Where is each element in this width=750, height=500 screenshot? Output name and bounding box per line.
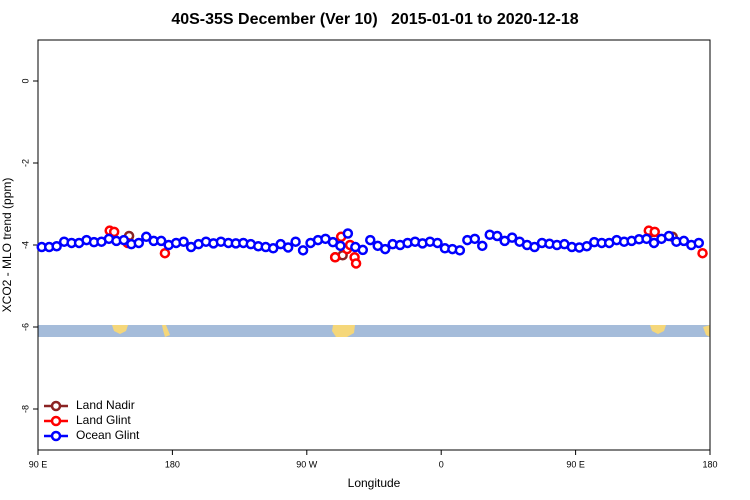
x-tick-label: 180 <box>702 459 717 469</box>
data-point <box>581 240 593 252</box>
data-point <box>641 233 652 245</box>
data-point <box>678 235 690 247</box>
x-tick-label: 180 <box>165 459 180 469</box>
data-point <box>282 242 294 253</box>
data-point <box>178 236 189 247</box>
data-point <box>506 232 518 243</box>
y-tick-label: -4 <box>20 241 30 249</box>
y-tick-label: -2 <box>20 159 30 167</box>
data-point <box>267 243 279 254</box>
data-point <box>365 234 376 246</box>
x-tick-label: 0 <box>439 459 444 469</box>
x-axis-label: Longitude <box>348 476 401 490</box>
legend-label: Land Nadir <box>76 398 135 412</box>
y-tick-label: -8 <box>20 405 30 413</box>
data-point <box>357 244 369 256</box>
data-point <box>118 234 130 246</box>
chart-title: 40S-35S December (Ver 10) 2015-01-01 to … <box>171 11 578 28</box>
data-point <box>469 233 481 245</box>
data-point <box>477 240 488 252</box>
legend-label: Land Glint <box>76 413 131 427</box>
data-point <box>432 237 443 249</box>
data-point <box>663 230 675 242</box>
data-point <box>290 236 301 247</box>
data-point <box>454 245 466 256</box>
x-tick-label: 90 E <box>566 459 585 469</box>
x-tick-label: 90 W <box>296 459 318 469</box>
data-point <box>141 231 152 243</box>
data-point <box>335 240 346 252</box>
data-point <box>350 258 362 269</box>
data-point <box>491 230 503 242</box>
legend-marker <box>50 400 62 412</box>
data-point <box>297 245 309 256</box>
data-point <box>648 237 660 249</box>
data-point <box>529 241 540 253</box>
data-point <box>693 237 705 249</box>
data-point <box>649 226 660 238</box>
data-point <box>342 228 354 239</box>
y-tick-label: -6 <box>20 323 30 331</box>
data-point <box>379 243 391 255</box>
x-tick-label: 90 E <box>29 459 48 469</box>
data-point <box>697 247 708 259</box>
data-point <box>133 237 145 249</box>
y-tick-label: 0 <box>20 78 30 83</box>
legend-label: Ocean Glint <box>76 428 140 442</box>
legend-marker <box>50 430 62 442</box>
data-point <box>155 235 167 247</box>
data-point <box>108 226 120 238</box>
y-axis-label: XCO2 - MLO trend (ppm) <box>0 178 14 313</box>
data-point <box>329 252 341 263</box>
legend-marker <box>50 415 62 427</box>
data-point <box>51 240 62 252</box>
data-point <box>159 247 171 259</box>
map-strip <box>38 325 710 337</box>
